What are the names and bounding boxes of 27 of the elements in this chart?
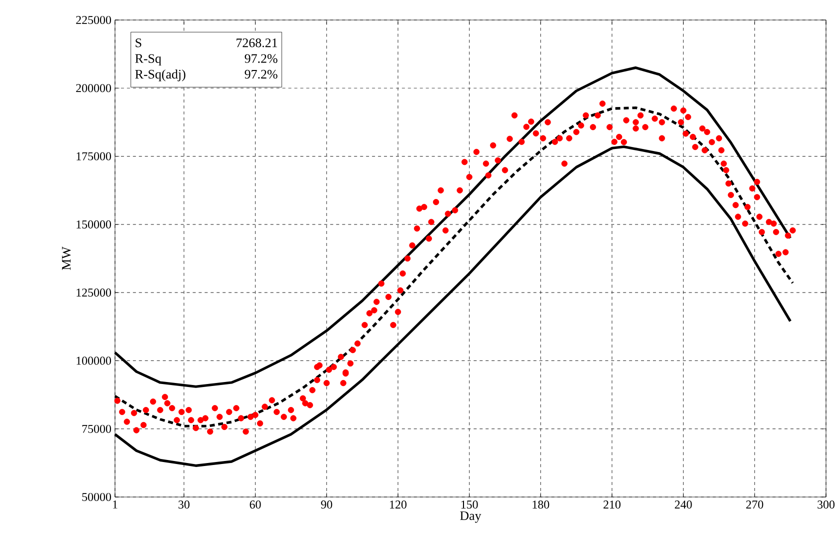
annotation: R-Sq(adj)	[135, 69, 186, 82]
y-tick-label: 200000	[76, 84, 112, 92]
x-tick-label: 30	[178, 500, 190, 509]
x-tick-label: 300	[818, 500, 835, 509]
x-tick-label: 240	[674, 500, 692, 509]
x-tick-label: 150	[461, 500, 478, 509]
annotation: 97.2%	[244, 70, 278, 79]
annotation: 7268.21	[236, 38, 278, 48]
x-tick-label: 120	[390, 500, 406, 509]
x-axis-title: Day	[460, 511, 482, 523]
x-tick-label: 60	[250, 500, 261, 509]
y-tick-label: 175000	[76, 152, 112, 160]
x-tick-label: 180	[532, 500, 550, 509]
x-tick-label: 210	[604, 500, 620, 509]
y-axis-title: MW	[62, 246, 71, 270]
x-tick-label: 1	[113, 500, 118, 508]
y-tick-label: 50000	[82, 492, 112, 502]
y-tick-label: 100000	[76, 356, 112, 365]
y-tick-label: 75000	[82, 424, 112, 433]
annotation: 97.2%	[244, 54, 278, 63]
y-tick-label: 150000	[76, 220, 112, 228]
annotation: S	[136, 38, 142, 48]
x-tick-label: 90	[321, 500, 332, 509]
annotation: R-Sq	[135, 54, 162, 66]
y-tick-label: 225000	[76, 16, 112, 24]
y-tick-label: 125000	[76, 288, 112, 297]
x-tick-label: 270	[746, 500, 764, 509]
